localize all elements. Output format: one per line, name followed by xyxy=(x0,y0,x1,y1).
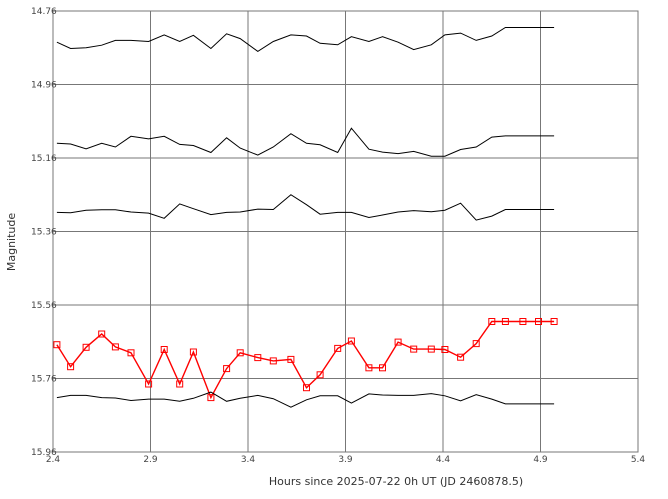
tick-labels: 2.4 2.9 3.4 3.9 4.4 4.9 5.4 14.76 14.96 15.16 15.3… xyxy=(31,7,645,465)
data-point-marker xyxy=(347,337,355,345)
y-tick-label: 15.96 xyxy=(31,448,57,458)
data-point-marker xyxy=(365,364,373,372)
data-point-marker xyxy=(236,349,244,357)
data-point-marker xyxy=(176,380,184,388)
x-tick-label: 3.4 xyxy=(241,455,256,465)
y-tick-label: 15.16 xyxy=(31,154,57,164)
data-point-marker xyxy=(334,344,342,352)
data-series xyxy=(53,27,558,408)
data-point-marker xyxy=(67,363,75,371)
data-point-marker xyxy=(550,318,558,325)
data-point-marker xyxy=(254,354,262,362)
data-point-marker xyxy=(303,384,310,392)
y-tick-label: 14.96 xyxy=(31,81,57,91)
y-tick-label: 14.76 xyxy=(31,7,57,17)
x-tick-label: 2.4 xyxy=(46,455,61,465)
data-point-marker xyxy=(457,353,465,361)
data-point-marker xyxy=(441,346,449,353)
grid-lines xyxy=(53,11,638,452)
y-tick-label: 15.56 xyxy=(31,301,57,311)
plot-frame xyxy=(52,10,639,453)
x-tick-label: 3.9 xyxy=(338,455,353,465)
data-point-marker xyxy=(269,357,277,365)
x-tick-label: 2.9 xyxy=(143,455,158,465)
data-point-marker xyxy=(394,338,402,346)
data-point-marker xyxy=(379,364,386,372)
x-tick-label: 4.4 xyxy=(436,455,451,465)
data-point-marker xyxy=(427,345,435,353)
x-tick-label: 5.4 xyxy=(631,455,646,465)
data-point-marker xyxy=(535,318,542,325)
x-axis-title: Hours since 2025-07-22 0h UT (JD 2460878… xyxy=(269,475,523,488)
data-point-marker xyxy=(53,341,61,349)
data-point-marker xyxy=(111,343,119,351)
data-point-marker xyxy=(410,345,418,353)
data-point-marker xyxy=(501,318,509,325)
data-point-marker xyxy=(223,365,231,373)
data-point-marker xyxy=(145,380,153,388)
series-line-1 xyxy=(56,27,555,53)
data-point-marker xyxy=(189,348,197,356)
data-point-marker xyxy=(472,340,480,348)
data-point-marker xyxy=(160,346,168,353)
data-point-marker xyxy=(316,371,324,379)
data-point-marker xyxy=(98,330,106,338)
data-point-marker xyxy=(287,355,295,363)
series-line-4 xyxy=(56,320,555,400)
data-point-marker xyxy=(127,349,135,357)
data-point-marker xyxy=(82,343,90,351)
x-tick-label: 4.9 xyxy=(533,455,548,465)
y-tick-label: 15.76 xyxy=(31,375,57,385)
data-point-marker xyxy=(488,318,496,325)
y-axis-title: Magnitude xyxy=(5,213,18,272)
series-line-2 xyxy=(56,127,555,157)
data-point-marker xyxy=(207,394,215,402)
data-point-marker xyxy=(519,318,527,325)
series-line-5 xyxy=(56,391,555,408)
series-line-3 xyxy=(56,194,555,221)
y-tick-label: 15.36 xyxy=(31,228,57,238)
